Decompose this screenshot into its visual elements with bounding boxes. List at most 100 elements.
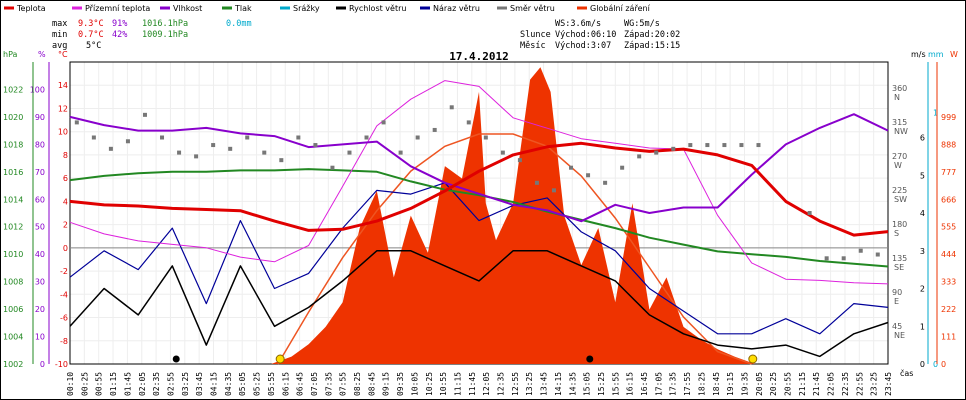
- temperature-axis-tick: -8: [60, 337, 68, 346]
- x-axis-tick: 02:35: [152, 372, 161, 396]
- humidity-line: [69, 113, 889, 223]
- x-axis-tick: 23:45: [884, 372, 893, 396]
- radiation-axis-tick: 999: [941, 113, 956, 122]
- wind-direction-point: [483, 135, 488, 140]
- wind-direction-point: [415, 135, 420, 140]
- wind-direction-point: [671, 146, 676, 151]
- wind-direction-point: [637, 154, 642, 159]
- x-axis-tick: 12:35: [497, 372, 506, 396]
- pressure-axis-tick: 1008: [3, 278, 23, 287]
- radiation-axis-tick: 111: [941, 333, 956, 342]
- wind-axis-tick: 3: [920, 247, 925, 256]
- x-axis-tick: 05:05: [238, 372, 247, 396]
- wind-direction-point: [177, 150, 182, 155]
- humidity-axis-tick: 30: [35, 278, 45, 287]
- x-axis-tick: 10:25: [425, 372, 434, 396]
- x-axis-tick: 20:05: [755, 372, 764, 396]
- wind-direction-point: [245, 135, 250, 140]
- stat-wind-gust: WG:5m/s: [624, 19, 660, 29]
- direction-axis-tick: 45: [892, 322, 902, 331]
- legend-item: Rychlost větru: [349, 4, 406, 13]
- chart-title: 17.4.2012: [449, 50, 509, 63]
- x-axis-tick: 11:15: [453, 372, 462, 396]
- x-axis-tick: 21:15: [798, 372, 807, 396]
- wind-speed-line: [69, 250, 889, 358]
- wind-axis-tick: 0: [920, 360, 925, 369]
- wind-direction-point: [296, 135, 301, 140]
- x-axis-tick: 13:45: [540, 372, 549, 396]
- wind-direction-point: [279, 158, 284, 163]
- temperature-axis-tick: 12: [58, 104, 68, 113]
- wind-direction-point: [449, 105, 454, 110]
- x-axis-tick: 08:25: [353, 372, 362, 396]
- direction-axis-tick: NE: [894, 331, 905, 340]
- pressure-axis-tick: 1014: [3, 195, 23, 204]
- radiation-area: [70, 67, 888, 364]
- wind-direction-point: [347, 150, 352, 155]
- wind-direction-point: [756, 143, 761, 148]
- wind-direction-point: [466, 120, 471, 125]
- moon-label: Měsíc: [520, 41, 546, 51]
- wind-direction-point: [875, 252, 880, 257]
- humidity-axis-tick: 50: [35, 223, 45, 232]
- stat-min-label: min: [52, 30, 67, 40]
- temperature-axis-label: °C: [58, 50, 68, 59]
- humidity-axis-tick: 0: [40, 360, 45, 369]
- x-axis-tick: 20:55: [784, 372, 793, 396]
- sunset-marker: [748, 354, 758, 364]
- temperature-axis-tick: -4: [60, 290, 68, 299]
- pressure-axis-tick: 1020: [3, 113, 23, 122]
- pressure-axis-tick: 1010: [3, 250, 23, 259]
- wind-axis-tick: 5: [920, 171, 925, 180]
- x-axis-tick: 14:35: [568, 372, 577, 396]
- x-axis-tick: 16:15: [626, 372, 635, 396]
- wind-direction-point: [108, 146, 113, 151]
- wind-direction-point: [586, 173, 591, 178]
- x-axis-tick: 08:45: [367, 372, 376, 396]
- direction-axis-tick: 135: [892, 254, 907, 263]
- wind-axis-label: m/s: [911, 50, 926, 59]
- stat-max-pressure: 1016.1hPa: [142, 19, 188, 29]
- pressure-axis-tick: 1006: [3, 305, 23, 314]
- x-axis-tick: 10:55: [439, 372, 448, 396]
- x-axis-tick: 04:35: [224, 372, 233, 396]
- direction-axis-tick: SW: [894, 195, 907, 204]
- x-axis-tick: 00:55: [95, 372, 104, 396]
- wind-direction-point: [705, 143, 710, 148]
- direction-axis-tick: N: [894, 93, 900, 102]
- x-axis-tick: 00:10: [66, 372, 75, 396]
- x-axis-label: čas: [900, 368, 913, 378]
- pressure-axis-tick: 1002: [3, 360, 23, 369]
- humidity-axis-tick: 20: [35, 305, 45, 314]
- rain-axis-tick: 1: [933, 108, 938, 117]
- sunrise-time: Východ:06:10: [555, 30, 616, 40]
- x-axis-tick: 07:05: [310, 372, 319, 396]
- x-axis-tick: 23:25: [870, 372, 879, 396]
- wind-direction-point: [534, 180, 539, 185]
- sunset-time: Západ:20:02: [624, 30, 680, 40]
- wind-direction-point: [313, 143, 318, 148]
- humidity-axis-tick: 80: [35, 140, 45, 149]
- x-axis-tick: 19:15: [726, 372, 735, 396]
- radiation-axis-tick: 666: [941, 195, 956, 204]
- x-axis-tick: 01:45: [123, 372, 132, 396]
- x-axis-tick: 06:15: [281, 372, 290, 396]
- x-axis-tick: 21:45: [812, 372, 821, 396]
- wind-axis-tick: 4: [920, 209, 925, 218]
- direction-axis-tick: SE: [894, 263, 904, 272]
- humidity-axis-tick: 70: [35, 168, 45, 177]
- stat-max-rain: 0.0mm: [226, 19, 252, 29]
- wind-direction-point: [228, 146, 233, 151]
- moonset-marker: [586, 355, 594, 363]
- pressure-line: [69, 168, 889, 268]
- stat-max-temp: 9.3°C: [78, 19, 104, 29]
- radiation-axis-tick: 444: [941, 250, 956, 259]
- stat-wind-speed: WS:3.6m/s: [555, 19, 601, 29]
- direction-axis-tick: 360: [892, 84, 907, 93]
- wind-axis-tick: 2: [920, 285, 925, 294]
- stat-avg-label: avg: [52, 41, 67, 51]
- x-axis-tick: 07:55: [339, 372, 348, 396]
- theoretical-radiation-line: [277, 133, 752, 365]
- stat-avg-temp: 5°C: [86, 41, 101, 51]
- moonrise-time: Východ:3:07: [555, 41, 611, 51]
